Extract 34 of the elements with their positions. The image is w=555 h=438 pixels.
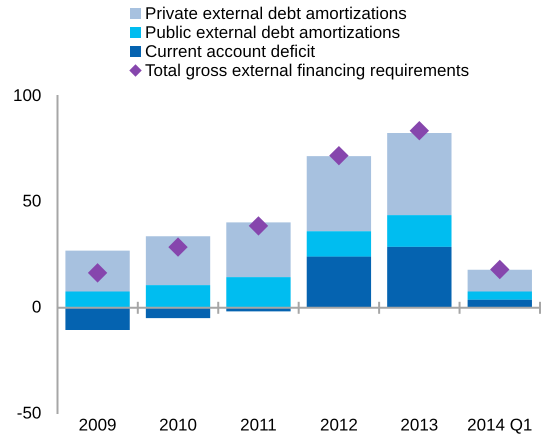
y-tick-label: 100 <box>12 86 42 105</box>
bar <box>306 256 372 308</box>
x-tick-label: 2010 <box>159 415 197 434</box>
bar <box>226 222 291 278</box>
bar <box>65 308 130 330</box>
x-tick-label: 2011 <box>240 415 277 434</box>
bar <box>468 270 532 292</box>
point <box>490 260 510 279</box>
bar <box>387 246 452 308</box>
y-tick-label: 50 <box>22 192 42 211</box>
bar <box>306 156 372 232</box>
bar <box>468 292 532 300</box>
bar <box>226 277 291 308</box>
bar <box>387 215 452 247</box>
legend-label: Current account deficit <box>145 42 316 61</box>
legend-label: Public external debt amortizations <box>145 23 400 42</box>
bar <box>146 285 210 308</box>
bar <box>65 292 130 308</box>
point <box>248 216 268 236</box>
x-tick-label: 2009 <box>78 415 116 434</box>
legend-label: Total gross external financing requirements <box>145 61 470 80</box>
point <box>168 238 188 257</box>
bar <box>65 250 130 292</box>
y-tick-label: -50 <box>16 403 42 422</box>
point <box>410 121 429 140</box>
x-tick-label: 2012 <box>320 415 358 434</box>
bar <box>387 133 452 216</box>
legend-label: Private external debt amortizations <box>145 4 407 23</box>
bar <box>306 231 372 257</box>
x-tick-label: 2014 Q1 <box>467 415 532 434</box>
x-tick-label: 2013 <box>400 415 438 434</box>
point <box>329 146 348 166</box>
bar <box>146 236 210 286</box>
y-tick-label: 0 <box>32 297 42 316</box>
